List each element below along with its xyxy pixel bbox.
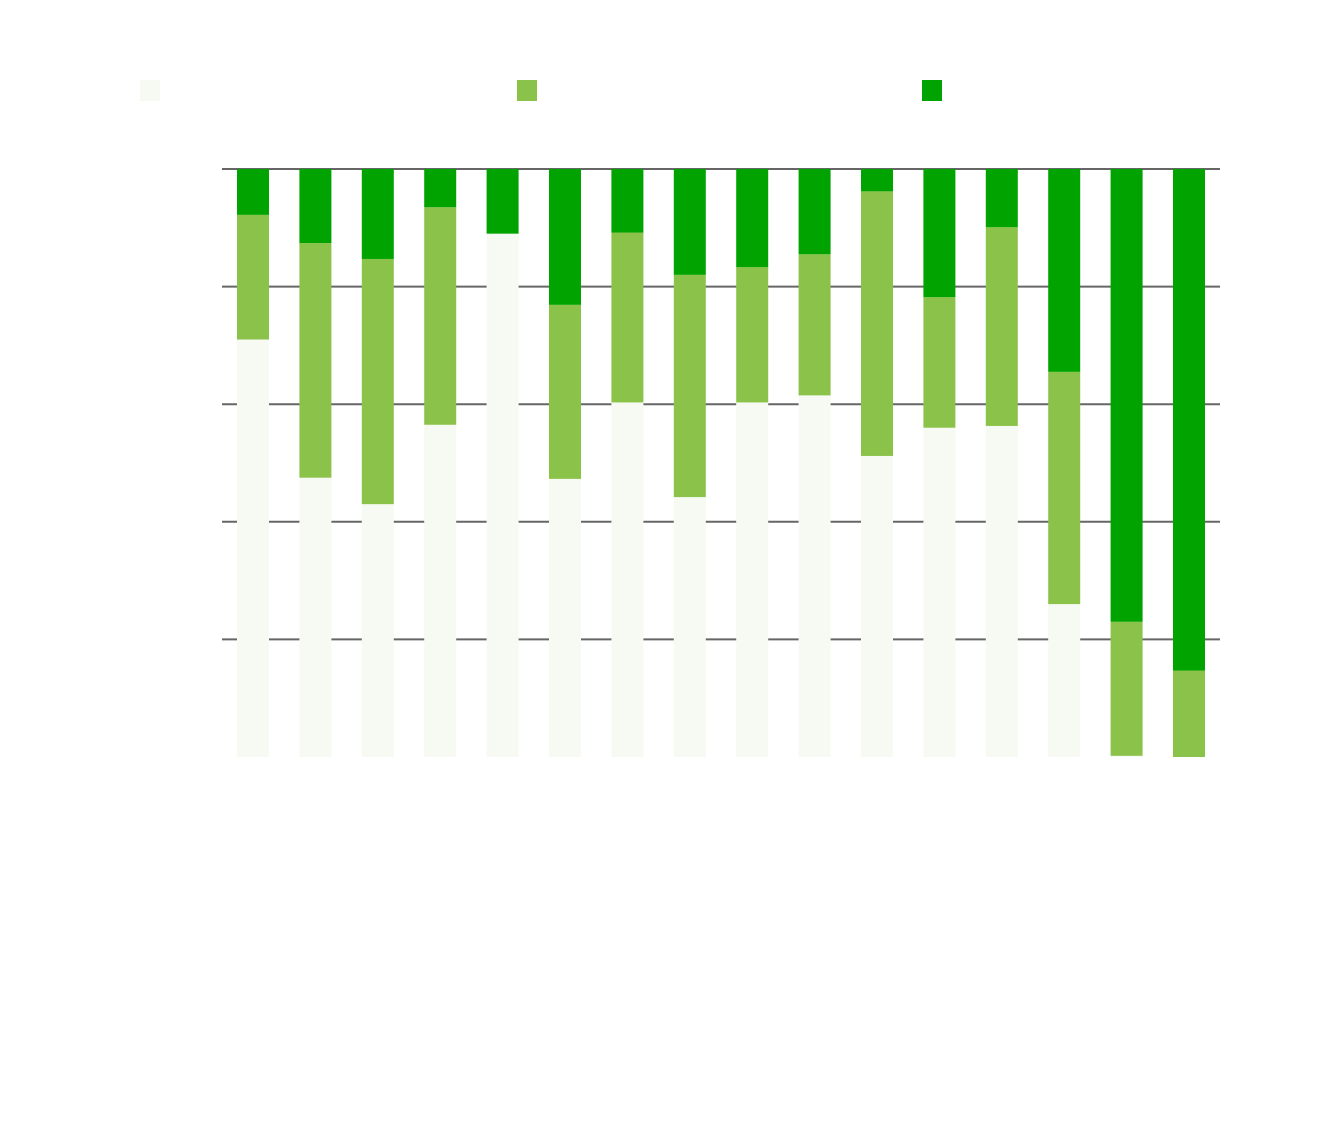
bar-segment-series-1-bar-6 <box>549 478 581 757</box>
bar-segment-series-3-bar-7 <box>611 169 644 233</box>
bar-segment-series-1-bar-12 <box>923 427 956 757</box>
bar-segment-series-2-bar-13 <box>985 227 1018 426</box>
bar-segment-series-3-bar-2 <box>299 169 332 244</box>
bar-segment-series-3-bar-10 <box>798 169 831 255</box>
legend <box>140 80 942 101</box>
bar-segment-series-2-bar-16 <box>1173 670 1205 757</box>
bar-segment-series-2-bar-2 <box>299 243 332 478</box>
bar-segment-series-1-bar-15 <box>1110 755 1143 757</box>
bar-segment-series-1-bar-8 <box>673 497 706 757</box>
bar-segment-series-3-bar-14 <box>1048 169 1081 372</box>
bar-segment-series-1-bar-4 <box>424 424 457 757</box>
legend-swatch-series-1 <box>140 80 160 101</box>
bar-segment-series-1-bar-2 <box>299 477 332 757</box>
bar-segment-series-1-bar-9 <box>736 402 769 757</box>
bar-segment-series-2-bar-12 <box>923 297 956 428</box>
bar-segment-series-2-bar-4 <box>424 207 457 425</box>
bar-segment-series-1-bar-7 <box>611 402 644 757</box>
bar-segment-series-3-bar-11 <box>861 169 893 192</box>
bar-segment-series-3-bar-16 <box>1173 169 1205 671</box>
bar-segment-series-2-bar-6 <box>549 304 581 479</box>
bar-segment-series-2-bar-14 <box>1048 371 1081 605</box>
bar-segment-series-2-bar-11 <box>861 191 893 456</box>
bar-segment-series-1-bar-11 <box>861 455 893 757</box>
bar-segment-series-3-bar-3 <box>361 169 394 259</box>
bar-segment-series-1-bar-14 <box>1048 604 1081 757</box>
bar-segment-series-1-bar-13 <box>985 425 1018 757</box>
bar-segment-series-3-bar-8 <box>673 169 706 275</box>
bar-segment-series-1-bar-10 <box>798 395 831 757</box>
bar-segment-series-3-bar-4 <box>424 169 457 208</box>
bar-segment-series-1-bar-5 <box>486 233 519 757</box>
bar-segment-series-1-bar-1 <box>237 339 269 757</box>
bar-segment-series-3-bar-15 <box>1110 169 1143 622</box>
bar-segment-series-1-bar-3 <box>361 504 394 757</box>
bars <box>237 169 1205 757</box>
bar-segment-series-3-bar-6 <box>549 169 581 305</box>
bar-segment-series-2-bar-9 <box>736 267 769 403</box>
bar-segment-series-3-bar-13 <box>985 169 1018 228</box>
bar-segment-series-2-bar-7 <box>611 232 644 403</box>
bar-segment-series-2-bar-10 <box>798 254 831 396</box>
legend-swatch-series-3 <box>922 80 942 101</box>
bar-segment-series-2-bar-3 <box>361 258 394 505</box>
bar-segment-series-3-bar-9 <box>736 169 769 268</box>
bar-segment-series-2-bar-8 <box>673 274 706 498</box>
bar-segment-series-2-bar-15 <box>1110 621 1143 756</box>
bar-segment-series-3-bar-5 <box>486 169 519 234</box>
bar-segment-series-3-bar-12 <box>923 169 956 298</box>
bar-segment-series-2-bar-1 <box>237 214 269 340</box>
bar-segment-series-3-bar-1 <box>237 169 269 215</box>
legend-swatch-series-2 <box>517 80 537 101</box>
